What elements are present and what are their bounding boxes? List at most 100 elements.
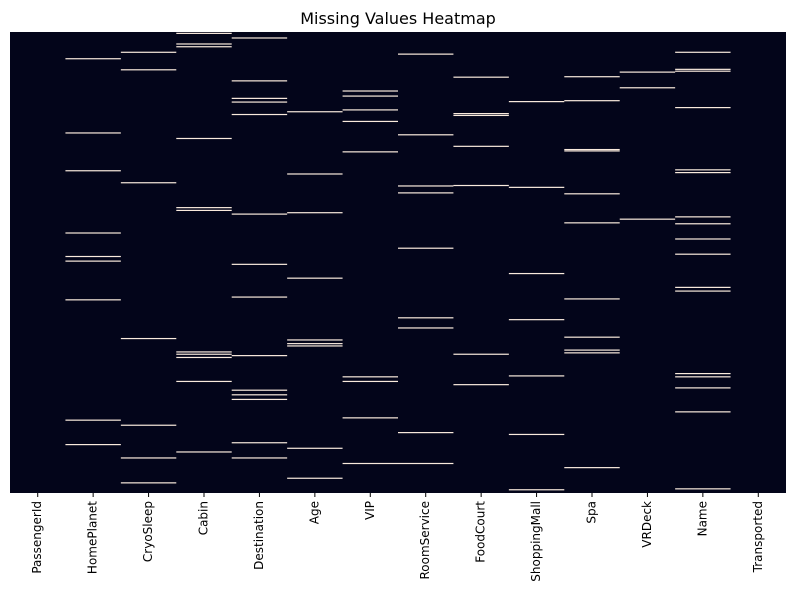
missing-value-cell xyxy=(231,394,288,396)
missing-value-cell xyxy=(342,376,399,378)
missing-value-cell xyxy=(231,442,288,444)
missing-value-cell xyxy=(508,272,565,275)
missing-value-cell xyxy=(398,53,454,55)
missing-value-cell xyxy=(65,58,121,60)
missing-value-cell xyxy=(453,384,509,386)
missing-value-cell xyxy=(675,51,731,53)
missing-value-cell xyxy=(675,223,731,225)
missing-value-cell xyxy=(231,113,288,116)
missing-value-cell xyxy=(342,417,399,419)
missing-value-cell xyxy=(453,184,509,187)
missing-value-cell xyxy=(287,111,343,113)
missing-value-cell xyxy=(675,253,731,255)
x-tick-label: VRDeck xyxy=(640,501,654,548)
missing-value-cell xyxy=(675,376,731,378)
missing-value-cell xyxy=(176,137,232,140)
missing-value-cell xyxy=(176,356,232,359)
missing-value-cell xyxy=(231,296,288,298)
missing-value-cell xyxy=(564,100,620,102)
missing-value-cell xyxy=(508,186,565,188)
missing-value-cell xyxy=(120,337,177,340)
missing-value-cell xyxy=(342,109,399,111)
missing-value-cell xyxy=(65,260,121,262)
missing-value-cell xyxy=(65,170,121,172)
missing-value-cell xyxy=(65,444,121,446)
missing-value-cell xyxy=(675,387,731,389)
missing-value-cell xyxy=(287,447,343,449)
missing-value-cell xyxy=(453,353,509,355)
x-axis: PassengerId HomePlanet CryoSleep Cabin Desti… xyxy=(30,493,765,582)
missing-value-cell xyxy=(342,120,399,123)
missing-value-cell xyxy=(508,101,565,103)
missing-value-cell xyxy=(65,419,121,421)
missing-value-cell xyxy=(564,336,620,338)
missing-value-cell xyxy=(287,345,343,347)
missing-value-cell xyxy=(398,327,454,329)
missing-value-cell xyxy=(231,213,288,215)
missing-value-cell xyxy=(65,255,121,258)
missing-value-cell xyxy=(231,389,288,391)
missing-value-cell xyxy=(231,101,288,103)
missing-value-cell xyxy=(342,151,399,153)
missing-value-cell xyxy=(176,46,232,48)
missing-value-cell xyxy=(342,95,399,97)
missing-value-cell xyxy=(231,80,288,82)
x-tick-label: Name xyxy=(695,501,709,536)
missing-value-cell xyxy=(564,148,620,151)
missing-value-cell xyxy=(619,218,676,220)
missing-value-cell xyxy=(120,424,177,426)
missing-value-cell xyxy=(120,69,177,71)
missing-value-cell xyxy=(508,319,565,321)
missing-value-cell xyxy=(453,145,509,147)
missing-value-cell xyxy=(176,209,232,212)
missing-value-cell xyxy=(564,467,620,469)
x-tick-label: HomePlanet xyxy=(86,501,100,574)
missing-value-cell xyxy=(508,433,565,436)
missing-value-cell xyxy=(176,351,232,353)
plot-area xyxy=(10,32,786,493)
missing-value-cell xyxy=(231,263,288,265)
heatmap-background xyxy=(10,32,786,493)
missing-value-cell xyxy=(287,277,343,279)
missing-value-cell xyxy=(398,247,454,249)
missing-value-cell xyxy=(342,380,399,383)
missing-value-cell xyxy=(120,182,177,184)
missing-value-cell xyxy=(564,349,620,351)
x-tick-label: Transported xyxy=(751,501,765,573)
missing-value-cell xyxy=(342,462,399,465)
missing-value-cell xyxy=(675,107,731,109)
x-tick-label: ShoppingMall xyxy=(529,501,543,582)
missing-value-cell xyxy=(398,134,454,136)
x-tick-label: FoodCourt xyxy=(474,501,488,563)
missing-value-cell xyxy=(398,462,454,465)
missing-value-cell xyxy=(65,132,121,134)
x-tick-label: Spa xyxy=(585,501,599,524)
x-tick-label: Age xyxy=(307,501,321,524)
missing-value-cell xyxy=(231,97,288,99)
missing-value-cell xyxy=(453,76,509,78)
missing-value-cell xyxy=(564,76,620,78)
missing-value-cell xyxy=(176,451,232,453)
missing-value-cell xyxy=(675,286,731,288)
missing-value-cell xyxy=(675,488,731,490)
missing-value-cell xyxy=(176,353,232,355)
x-tick-label: Destination xyxy=(252,501,266,570)
missing-value-cell xyxy=(287,173,343,175)
chart-title: Missing Values Heatmap xyxy=(300,9,496,28)
missing-value-cell xyxy=(287,212,343,214)
missing-value-cell xyxy=(231,355,288,357)
missing-value-cell xyxy=(675,290,731,292)
missing-value-cell xyxy=(65,299,121,301)
x-tick-label: PassengerId xyxy=(30,501,44,574)
missing-value-cell xyxy=(453,114,509,117)
missing-value-cell xyxy=(176,380,232,383)
missing-value-cell xyxy=(231,457,288,459)
x-tick-label: CryoSleep xyxy=(141,501,155,562)
missing-value-cell xyxy=(231,37,288,39)
missing-value-cell xyxy=(564,298,620,300)
missing-value-cell xyxy=(619,71,676,73)
missing-value-cell xyxy=(120,51,177,53)
missing-value-cell xyxy=(675,238,731,240)
x-tick-label: RoomService xyxy=(418,501,432,580)
x-tick-label: Cabin xyxy=(197,501,211,535)
